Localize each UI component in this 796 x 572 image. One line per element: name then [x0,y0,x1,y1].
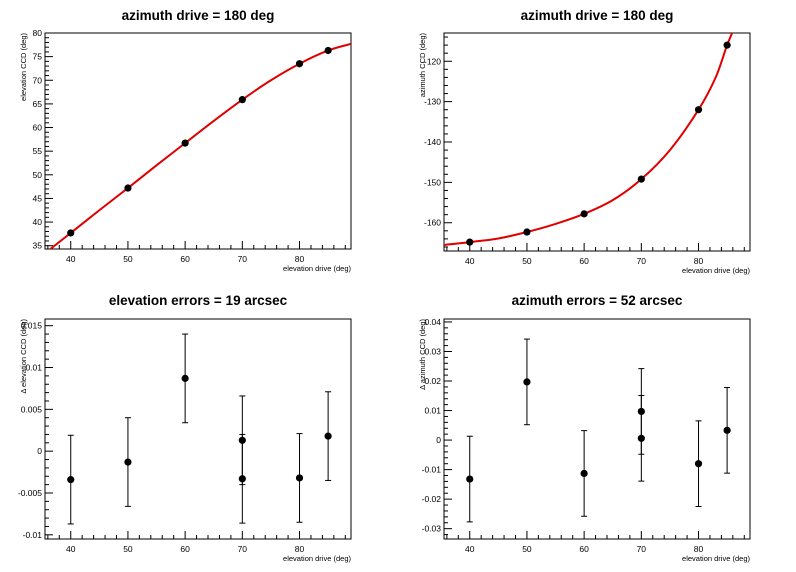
data-point [181,374,189,382]
y-tick-label: -0.03 [422,524,442,534]
y-tick-label: 0.03 [424,346,441,356]
y-tick-label: -150 [424,177,441,187]
plot-frame [443,32,751,252]
data-point [124,184,132,192]
y-tick-label: 80 [33,28,43,38]
y-axis-label: elevation CCD (deg) [19,33,28,101]
y-tick-label: 0.01 [424,406,441,416]
x-tick-label: 80 [295,544,305,554]
x-tick-label: 80 [694,256,704,266]
y-tick-label: 0.015 [21,321,43,331]
x-tick-label: 40 [66,544,76,554]
x-axis-label: elevation drive (deg) [283,264,351,273]
chart-title: azimuth drive = 180 deg [122,8,275,23]
y-tick-label: -140 [424,137,441,147]
x-tick-label: 40 [66,254,76,264]
data-point [637,175,645,183]
data-point [723,426,731,434]
data-point [181,139,189,147]
x-axis-label: elevation drive (deg) [682,266,750,275]
chart-title: azimuth errors = 52 arcsec [512,293,683,308]
y-tick-label: 55 [33,146,43,156]
data-point [67,476,75,484]
y-tick-label: 0.02 [424,376,441,386]
y-tick-label: 75 [33,52,43,62]
y-axis-label: Δ elevation CCD (deg) [19,319,28,394]
data-point [580,469,588,478]
y-tick-label: -0.005 [18,488,42,498]
y-tick-label: -0.01 [422,465,442,475]
data-point [466,238,474,246]
chart-title: elevation errors = 19 arcsec [109,293,288,308]
y-tick-label: 45 [33,193,43,203]
data-point [238,96,246,104]
y-tick-label: 70 [33,75,43,85]
data-point [324,46,332,55]
x-tick-label: 60 [579,544,589,554]
y-tick-label: -0.01 [23,530,43,540]
data-point [580,210,588,218]
y-tick-label: 50 [33,170,43,180]
x-tick-label: 50 [123,254,133,264]
y-tick-label: 35 [33,241,43,251]
y-tick-label: 0 [436,435,441,445]
data-point [723,41,731,49]
y-tick-label: 0.01 [25,363,42,373]
x-tick-label: 50 [123,544,133,554]
x-tick-label: 70 [238,254,248,264]
fit-curve [48,42,351,249]
x-axis-label: elevation drive (deg) [283,554,351,563]
x-tick-label: 70 [238,544,248,554]
data-point [466,475,474,483]
data-point [67,229,75,237]
plot-frame [44,32,352,250]
data-point [523,378,531,386]
x-tick-label: 80 [295,254,305,264]
x-tick-label: 60 [180,254,190,264]
plot-frame [44,318,352,540]
x-axis-label: elevation drive (deg) [682,554,750,563]
y-tick-label: 60 [33,123,43,133]
x-tick-label: 60 [579,256,589,266]
y-tick-label: 0 [37,446,42,456]
fit-curve [444,33,734,246]
chart-panel-2: azimuth drive = 180 deg 40 50 60 70 80 -160 -15… [418,8,751,275]
data-point [324,432,332,440]
y-tick-label: 65 [33,99,43,109]
data-point [238,475,246,483]
chart-panel-3: elevation errors = 19 arcsec 40 50 60 70 80 -0… [18,293,352,563]
y-axis-label: Δ azimuth CCD (deg) [418,319,427,390]
y-tick-label: -120 [424,56,441,66]
chart-title: azimuth drive = 180 deg [521,8,674,23]
x-tick-label: 70 [637,256,647,266]
y-tick-label: -130 [424,97,441,107]
data-point [523,228,531,236]
chart-panel-4: azimuth errors = 52 arcsec 40 50 60 70 80 -0.0… [418,293,751,563]
y-tick-label: 0.005 [21,404,43,414]
x-tick-label: 80 [694,544,704,554]
y-tick-label: 40 [33,217,43,227]
y-tick-label: 0.04 [424,317,441,327]
data-point [124,458,132,466]
x-tick-label: 40 [465,544,475,554]
chart-panel-1: azimuth drive = 180 deg 40 50 60 70 80 35 40 45 5… [19,8,352,273]
x-tick-label: 50 [522,256,532,266]
y-tick-label: -0.02 [422,494,442,504]
x-tick-label: 70 [637,544,647,554]
data-point [295,60,304,68]
plot-frame [443,318,751,540]
data-point [694,460,703,468]
data-point [295,474,304,482]
x-tick-label: 60 [180,544,190,554]
data-point [694,106,703,114]
y-tick-label: -160 [424,218,441,228]
data-point [637,434,645,442]
x-tick-label: 50 [522,544,532,554]
y-axis-label: azimuth CCD (deg) [418,32,427,97]
x-tick-label: 40 [465,256,475,266]
